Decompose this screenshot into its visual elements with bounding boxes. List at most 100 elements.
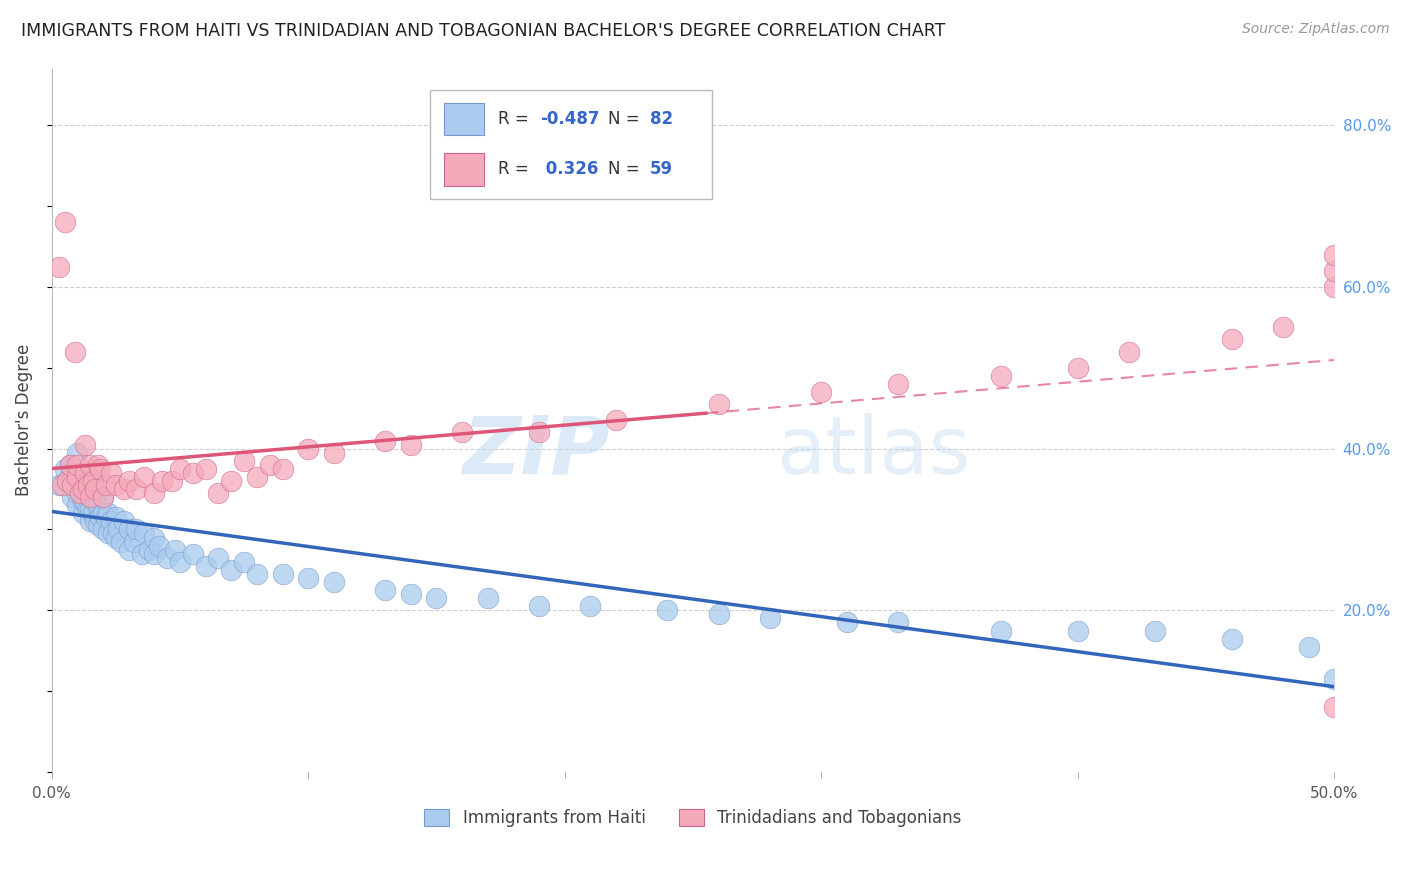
Point	[75, 474, 97, 488]
Point	[66, 462, 89, 476]
Point	[399, 587, 422, 601]
Point	[87, 498, 110, 512]
Point	[94, 478, 117, 492]
Point	[246, 470, 269, 484]
Point	[527, 599, 550, 614]
Point	[75, 466, 97, 480]
Point	[169, 555, 191, 569]
Point	[72, 506, 94, 520]
Point	[51, 478, 73, 492]
Point	[527, 425, 550, 440]
Point	[69, 486, 91, 500]
Point	[122, 534, 145, 549]
Point	[66, 445, 89, 459]
Point	[1323, 263, 1346, 277]
Point	[76, 478, 98, 492]
Point	[181, 547, 204, 561]
Point	[181, 466, 204, 480]
Point	[138, 542, 160, 557]
Point	[297, 442, 319, 456]
Point	[110, 534, 132, 549]
Point	[104, 510, 127, 524]
Point	[118, 523, 141, 537]
Point	[162, 474, 184, 488]
Point	[48, 260, 70, 274]
Point	[112, 482, 135, 496]
Point	[1323, 672, 1346, 686]
Point	[79, 490, 101, 504]
Point	[82, 474, 104, 488]
Point	[60, 478, 83, 492]
Y-axis label: Bachelor's Degree: Bachelor's Degree	[15, 344, 32, 497]
Point	[150, 474, 173, 488]
Point	[374, 434, 396, 448]
Point	[1298, 640, 1320, 654]
Point	[207, 550, 229, 565]
Point	[657, 603, 679, 617]
Point	[1271, 320, 1294, 334]
Point	[97, 506, 120, 520]
Point	[605, 413, 627, 427]
Point	[89, 462, 111, 476]
Point	[107, 523, 129, 537]
Point	[125, 523, 148, 537]
Point	[60, 466, 83, 480]
Point	[221, 563, 243, 577]
Point	[1066, 360, 1088, 375]
Point	[990, 624, 1012, 638]
Point	[707, 607, 730, 622]
Point	[56, 474, 79, 488]
Point	[990, 368, 1012, 383]
Point	[143, 531, 166, 545]
Point	[477, 591, 499, 606]
Point	[707, 397, 730, 411]
Point	[72, 494, 94, 508]
Point	[97, 526, 120, 541]
Point	[143, 486, 166, 500]
Point	[100, 514, 122, 528]
Point	[374, 583, 396, 598]
Point	[1066, 624, 1088, 638]
Point	[76, 482, 98, 496]
Point	[75, 494, 97, 508]
Point	[84, 494, 107, 508]
Point	[579, 599, 602, 614]
Point	[59, 458, 82, 472]
Point	[887, 615, 910, 630]
Point	[143, 547, 166, 561]
Point	[1323, 247, 1346, 261]
Point	[82, 506, 104, 520]
Point	[271, 462, 294, 476]
Point	[425, 591, 447, 606]
Point	[1118, 344, 1140, 359]
Point	[94, 510, 117, 524]
Text: IMMIGRANTS FROM HAITI VS TRINIDADIAN AND TOBAGONIAN BACHELOR'S DEGREE CORRELATIO: IMMIGRANTS FROM HAITI VS TRINIDADIAN AND…	[21, 22, 945, 40]
Point	[322, 445, 344, 459]
Point	[399, 437, 422, 451]
Point	[84, 482, 107, 496]
Point	[66, 474, 89, 488]
Point	[1323, 700, 1346, 714]
Point	[100, 466, 122, 480]
Point	[246, 566, 269, 581]
Point	[169, 462, 191, 476]
Point	[271, 566, 294, 581]
Point	[79, 458, 101, 472]
Point	[1220, 632, 1243, 646]
Text: ZIP: ZIP	[463, 413, 610, 491]
Point	[66, 458, 89, 472]
Point	[87, 458, 110, 472]
Point	[194, 558, 217, 573]
Point	[79, 470, 101, 484]
Point	[233, 453, 256, 467]
Point	[60, 490, 83, 504]
Point	[1143, 624, 1166, 638]
Point	[132, 526, 155, 541]
Point	[221, 474, 243, 488]
Point	[91, 523, 114, 537]
Point	[451, 425, 474, 440]
Text: atlas: atlas	[776, 413, 970, 491]
Point	[53, 462, 76, 476]
Legend: Immigrants from Haiti, Trinidadians and Tobagonians: Immigrants from Haiti, Trinidadians and …	[418, 803, 969, 834]
Point	[810, 384, 832, 399]
